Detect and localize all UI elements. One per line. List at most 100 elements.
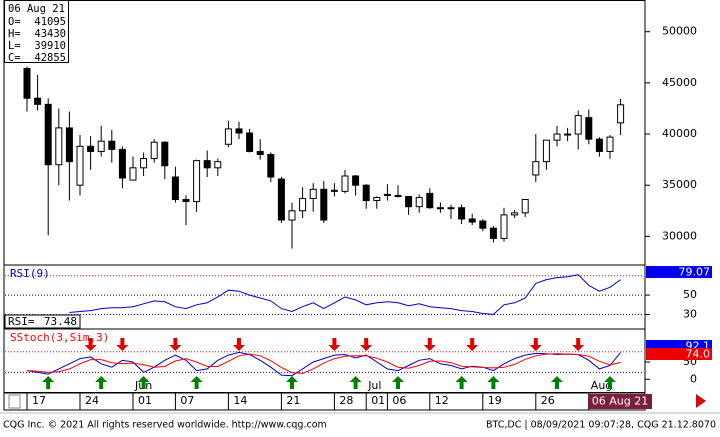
candle-body [309, 188, 317, 200]
candle-body [97, 140, 105, 152]
candle-body [214, 161, 222, 169]
indicator-line [26, 353, 621, 374]
scroll-right-arrow[interactable] [696, 394, 706, 408]
buy-arrow [349, 376, 362, 389]
candle-body [108, 140, 116, 150]
candle-body [447, 207, 455, 210]
x-tick-label: 19 [488, 394, 502, 407]
candle-body [44, 103, 52, 166]
last-value: 74.0 [686, 348, 711, 361]
buy-arrow [286, 376, 298, 389]
candle-body [171, 176, 179, 201]
info-label: C= [8, 52, 21, 64]
candle-body [405, 195, 413, 208]
buy-arrow [487, 376, 500, 389]
candle-body [235, 128, 243, 134]
candle-body [373, 196, 381, 202]
cursor-date: 06 Aug 21 [592, 395, 648, 408]
buy-arrow [190, 376, 203, 389]
info-box [4, 0, 69, 63]
candle-body [468, 218, 476, 223]
candle-body [182, 199, 190, 203]
candle-body [246, 132, 254, 152]
candle-body [161, 141, 169, 167]
footer-left: CQG Inc. © 2021 All rights reserved worl… [3, 420, 327, 431]
month-label: Aug [591, 379, 612, 392]
candle-body [256, 150, 264, 156]
candle-body [383, 193, 391, 196]
candle-body [542, 139, 550, 163]
candle-body [65, 127, 73, 163]
buy-arrow [42, 376, 55, 389]
candle-body [606, 136, 614, 152]
x-tick-label: 26 [541, 394, 555, 407]
sell-arrow [116, 338, 129, 351]
candle-body [585, 117, 593, 140]
candle-body [511, 212, 519, 216]
x-tick-label: 01 [138, 394, 152, 407]
sell-arrow [360, 338, 373, 351]
y-tick-label: 0 [690, 372, 697, 385]
sell-arrow [466, 338, 479, 351]
candle-body [362, 184, 370, 202]
sell-arrow [572, 338, 585, 351]
last-value-box [646, 348, 712, 360]
indicator-line [69, 274, 621, 315]
buy-arrow [137, 376, 150, 389]
candle-body [426, 192, 434, 209]
candle-body [55, 127, 63, 166]
sell-arrow [423, 338, 436, 351]
buy-arrow [551, 376, 563, 389]
last-value-box [646, 266, 712, 278]
last-value: 79.07 [679, 266, 711, 279]
readout-box [4, 314, 81, 329]
candle-body [564, 133, 572, 136]
x-tick-label: 21 [286, 394, 300, 407]
info-value: 41095 [34, 16, 66, 28]
candle-body [23, 68, 31, 99]
x-tick-label: 24 [85, 394, 99, 407]
info-value: 43430 [34, 28, 66, 40]
candle-body [458, 207, 466, 220]
candle-body [479, 220, 487, 229]
info-label: H= [8, 28, 21, 40]
sell-arrow [529, 338, 542, 351]
y-tick-label: 35000 [662, 178, 697, 191]
candle-body [532, 161, 540, 176]
candle-body [118, 148, 126, 179]
candle-body [203, 160, 211, 169]
candle-body [267, 154, 275, 178]
info-value: 42855 [34, 52, 66, 64]
candle-body [150, 141, 158, 160]
candle-body [76, 145, 84, 186]
cursor-date-box [588, 394, 652, 409]
candle-body [394, 194, 402, 197]
sell-arrow [169, 338, 182, 351]
candle-body [415, 196, 423, 208]
sell-arrow [328, 338, 341, 351]
candle-body [140, 158, 148, 169]
footer-right: BTC,DC | 08/09/2021 09:07:28, CQG 21.12.… [486, 420, 716, 431]
buy-arrow [95, 376, 108, 389]
x-tick-label: 06 [392, 394, 406, 407]
candle-body [489, 227, 497, 239]
y-tick-label: 40000 [662, 127, 697, 140]
chart-layer: 30000 35000 40000 45000 50000 17 24 01 07 14 21 28 0… [4, 0, 712, 410]
x-tick-label: 28 [339, 394, 353, 407]
y-tick-label: 50000 [662, 25, 697, 38]
y-tick-label: 30000 [662, 229, 697, 242]
buy-arrow [392, 376, 404, 389]
x-tick-label: 01 [371, 394, 385, 407]
candle-body [277, 178, 285, 221]
candle-body [320, 188, 328, 221]
readout-value: 73.48 [44, 315, 77, 328]
info-value: 39910 [34, 40, 66, 52]
x-tick-label: 12 [435, 394, 449, 407]
scroll-box[interactable] [8, 394, 21, 409]
info-label: O= [8, 16, 21, 28]
candle-body [341, 175, 349, 192]
buy-arrow [604, 376, 616, 389]
x-tick-label: 17 [32, 394, 46, 407]
sell-arrow [84, 338, 97, 351]
